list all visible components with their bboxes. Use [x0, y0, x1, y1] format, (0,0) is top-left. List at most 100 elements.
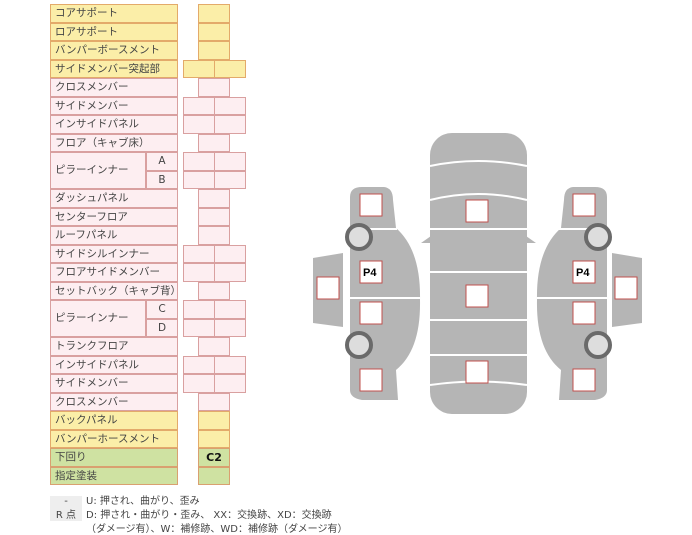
mark-box[interactable] — [465, 360, 489, 384]
cell[interactable] — [198, 189, 230, 208]
table-row: インサイドパネル — [50, 355, 250, 374]
legend-key: - — [50, 496, 82, 507]
cell[interactable] — [198, 78, 230, 97]
table-row: ロアサポート — [50, 22, 250, 41]
cell-right[interactable] — [214, 152, 246, 171]
row-label: フロア（キャブ床） — [50, 133, 178, 152]
left-p4-label: P4 — [363, 267, 377, 279]
table-row: セットバック（キャブ背） — [50, 281, 250, 300]
row-label: フロアサイドメンバー — [50, 263, 178, 282]
cell[interactable] — [198, 22, 230, 41]
table-row: トランクフロア — [50, 337, 250, 356]
row-sub-label: B — [146, 170, 178, 189]
mark-box[interactable] — [572, 301, 596, 325]
legend-key: R 点 — [50, 506, 82, 521]
table-row: 指定塗装 — [50, 466, 250, 485]
table-row: ダッシュパネル — [50, 189, 250, 208]
cell[interactable] — [198, 226, 230, 245]
mark-box[interactable] — [465, 284, 489, 308]
table-row: クロスメンバー — [50, 392, 250, 411]
table-row: バックパネル — [50, 411, 250, 430]
table-row: サイドメンバー突起部 — [50, 59, 250, 78]
cell[interactable] — [198, 466, 230, 485]
right-p4-label: P4 — [576, 267, 590, 279]
mark-box[interactable] — [359, 301, 383, 325]
row-label: コアサポート — [50, 4, 178, 23]
table-row: 下回り C2 — [50, 448, 250, 467]
row-label: サイドメンバー — [50, 96, 178, 115]
row-label: ロアサポート — [50, 22, 178, 41]
cell[interactable] — [198, 41, 230, 60]
row-label: 下回り — [50, 448, 178, 467]
cell-right[interactable] — [214, 96, 246, 115]
table-row: サイドシルインナー — [50, 244, 250, 263]
cell[interactable] — [198, 281, 230, 300]
wheel-icon — [345, 223, 373, 251]
table-row: バンパーボースメント — [50, 41, 250, 60]
cell-right[interactable] — [214, 318, 246, 337]
row-sub-label: D — [146, 318, 178, 337]
row-label: ルーフパネル — [50, 226, 178, 245]
table-row: サイドメンバー — [50, 374, 250, 393]
mark-box[interactable] — [614, 276, 638, 300]
row-sub-label: A — [146, 152, 178, 171]
cell-right[interactable] — [214, 263, 246, 282]
legend-text: U: 押され、曲がり、歪み — [86, 496, 200, 507]
cell[interactable] — [198, 411, 230, 430]
legend-item: - U: 押され、曲がり、歪み — [50, 492, 200, 507]
cell[interactable] — [198, 337, 230, 356]
cell-right[interactable] — [214, 115, 246, 134]
mark-box[interactable] — [572, 368, 596, 392]
row-label: バンパーボースメント — [50, 41, 178, 60]
mark-box[interactable] — [465, 199, 489, 223]
table-row: コアサポート — [50, 4, 250, 23]
row-label: トランクフロア — [50, 337, 178, 356]
row-label: 指定塗装 — [50, 466, 178, 485]
table-row: インサイドパネル — [50, 115, 250, 134]
legend-item: （ダメージ有）、W：補修跡、WD：補修跡（ダメージ有） — [50, 520, 347, 535]
table-row: フロア（キャブ床） — [50, 133, 250, 152]
cell[interactable] — [198, 207, 230, 226]
row-label: サイドシルインナー — [50, 244, 178, 263]
cell-right[interactable] — [214, 300, 246, 319]
row-label: クロスメンバー — [50, 78, 178, 97]
cell-right[interactable] — [214, 170, 246, 189]
cell[interactable] — [198, 4, 230, 23]
mark-box[interactable] — [572, 193, 596, 217]
mark-box[interactable] — [359, 193, 383, 217]
car-left-side — [350, 187, 421, 400]
row-label: インサイドパネル — [50, 355, 178, 374]
table-row: ピラーインナー A — [50, 152, 250, 189]
cell[interactable] — [198, 133, 230, 152]
car-right-side — [536, 187, 607, 400]
wheel-icon — [345, 331, 373, 359]
mark-box[interactable] — [572, 260, 596, 284]
cell-right[interactable] — [214, 244, 246, 263]
cell-right[interactable] — [214, 374, 246, 393]
table-row: B — [50, 170, 250, 189]
table-row: サイドメンバー — [50, 96, 250, 115]
row-label: ダッシュパネル — [50, 189, 178, 208]
row-label: センターフロア — [50, 207, 178, 226]
mark-box[interactable] — [316, 276, 340, 300]
mark-box[interactable] — [359, 368, 383, 392]
cell[interactable] — [198, 429, 230, 448]
row-label: サイドメンバー突起部 — [50, 59, 178, 78]
mark-box[interactable] — [359, 260, 383, 284]
wheel-icon — [584, 223, 612, 251]
row-label: セットバック（キャブ背） — [50, 281, 178, 300]
table-row: センターフロア — [50, 207, 250, 226]
cell-right[interactable] — [214, 59, 246, 78]
row-label: ピラーインナー — [50, 300, 146, 337]
table-row: クロスメンバー — [50, 78, 250, 97]
cell[interactable] — [198, 392, 230, 411]
row-label: インサイドパネル — [50, 115, 178, 134]
row-label: クロスメンバー — [50, 392, 178, 411]
cell[interactable]: C2 — [198, 448, 230, 467]
cell-right[interactable] — [214, 355, 246, 374]
table-row: D — [50, 318, 250, 337]
row-label: バックパネル — [50, 411, 178, 430]
table-row: ピラーインナー C — [50, 300, 250, 337]
legend-text: D: 押され・曲がり・歪み、 XX：交換跡、XD：交換跡 — [86, 510, 332, 521]
